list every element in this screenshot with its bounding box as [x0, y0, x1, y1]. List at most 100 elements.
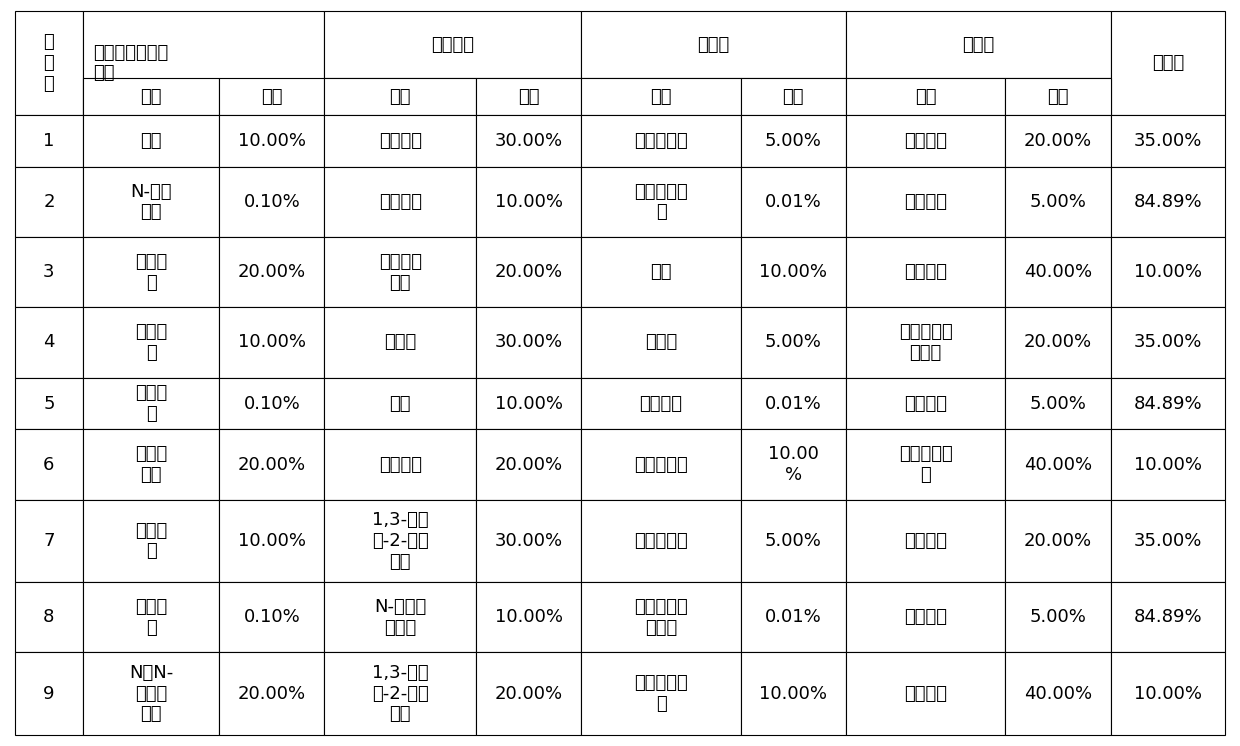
- Bar: [740, 167, 846, 237]
- Bar: [325, 237, 476, 307]
- Bar: [846, 307, 1006, 377]
- Bar: [740, 78, 846, 115]
- Bar: [325, 377, 476, 430]
- Bar: [83, 652, 219, 735]
- Text: 二甘醇胺: 二甘醇胺: [904, 193, 947, 211]
- Bar: [1006, 237, 1111, 307]
- Text: 20.00%: 20.00%: [495, 263, 563, 281]
- Text: 丙二醇: 丙二醇: [384, 333, 417, 351]
- Bar: [219, 237, 325, 307]
- Bar: [325, 78, 476, 115]
- Bar: [582, 78, 740, 115]
- Bar: [476, 237, 582, 307]
- Text: 0.01%: 0.01%: [765, 608, 822, 626]
- Bar: [325, 307, 476, 377]
- Bar: [1006, 307, 1111, 377]
- Text: 二苯基卡巴
腙: 二苯基卡巴 腙: [634, 674, 688, 713]
- Text: 水含量: 水含量: [1152, 54, 1184, 72]
- Bar: [582, 115, 740, 167]
- Text: 异丙醇胺: 异丙醇胺: [904, 263, 947, 281]
- Text: 20.00%: 20.00%: [495, 456, 563, 474]
- Text: 84.89%: 84.89%: [1133, 395, 1202, 413]
- Text: 20.00%: 20.00%: [238, 685, 306, 703]
- Bar: [1006, 652, 1111, 735]
- Bar: [476, 78, 582, 115]
- Bar: [15, 430, 83, 500]
- Bar: [582, 167, 740, 237]
- Bar: [15, 237, 83, 307]
- Bar: [219, 307, 325, 377]
- Text: 20.00%: 20.00%: [1024, 132, 1092, 150]
- Text: 含量: 含量: [782, 88, 804, 106]
- Text: 单乙醇胺: 单乙醇胺: [904, 132, 947, 150]
- Text: 20.00%: 20.00%: [238, 263, 306, 281]
- Bar: [219, 652, 325, 735]
- Bar: [476, 652, 582, 735]
- Text: 10.00%: 10.00%: [759, 685, 827, 703]
- Bar: [476, 430, 582, 500]
- Text: 组分: 组分: [140, 88, 162, 106]
- Bar: [582, 582, 740, 652]
- Text: 二苯甲酮腙: 二苯甲酮腙: [634, 532, 688, 550]
- Text: 氨基磺酸: 氨基磺酸: [640, 395, 682, 413]
- Bar: [219, 430, 325, 500]
- Text: 乙酸乙酯: 乙酸乙酯: [378, 456, 422, 474]
- Bar: [219, 167, 325, 237]
- Text: 0.10%: 0.10%: [243, 395, 300, 413]
- Text: 5.00%: 5.00%: [765, 132, 822, 150]
- Text: 二甲基乙
酰胺: 二甲基乙 酰胺: [378, 253, 422, 292]
- Text: 硫酸羟
胺: 硫酸羟 胺: [135, 253, 167, 292]
- Text: 35.00%: 35.00%: [1133, 333, 1202, 351]
- Bar: [325, 11, 582, 78]
- Text: 3: 3: [43, 263, 55, 281]
- Bar: [15, 115, 83, 167]
- Bar: [582, 11, 846, 78]
- Text: 10.00%: 10.00%: [495, 193, 563, 211]
- Bar: [1111, 237, 1225, 307]
- Bar: [1111, 307, 1225, 377]
- Text: 组分: 组分: [915, 88, 936, 106]
- Bar: [846, 582, 1006, 652]
- Bar: [83, 500, 219, 582]
- Text: 8: 8: [43, 608, 55, 626]
- Text: 20.00%: 20.00%: [1024, 333, 1092, 351]
- Bar: [846, 500, 1006, 582]
- Bar: [582, 307, 740, 377]
- Text: 7: 7: [43, 532, 55, 550]
- Text: 84.89%: 84.89%: [1133, 608, 1202, 626]
- Bar: [476, 307, 582, 377]
- Text: 30.00%: 30.00%: [495, 532, 563, 550]
- Text: 5: 5: [43, 395, 55, 413]
- Bar: [846, 377, 1006, 430]
- Text: 1,3-二甲
基-2-咪唑
咪酮: 1,3-二甲 基-2-咪唑 咪酮: [372, 664, 429, 724]
- Text: 2: 2: [43, 193, 55, 211]
- Text: 35.00%: 35.00%: [1133, 532, 1202, 550]
- Bar: [83, 237, 219, 307]
- Bar: [1111, 115, 1225, 167]
- Text: 20.00%: 20.00%: [1024, 532, 1092, 550]
- Bar: [582, 430, 740, 500]
- Bar: [846, 78, 1006, 115]
- Bar: [582, 652, 740, 735]
- Bar: [582, 377, 740, 430]
- Bar: [846, 430, 1006, 500]
- Text: 5.00%: 5.00%: [1029, 608, 1086, 626]
- Bar: [83, 167, 219, 237]
- Text: 35.00%: 35.00%: [1133, 132, 1202, 150]
- Text: 异丙醇胺: 异丙醇胺: [904, 685, 947, 703]
- Text: 含量: 含量: [518, 88, 539, 106]
- Bar: [83, 430, 219, 500]
- Bar: [15, 377, 83, 430]
- Text: 1,3-二甲
基-2-咪唑
烷酮: 1,3-二甲 基-2-咪唑 烷酮: [372, 511, 429, 571]
- Bar: [15, 11, 83, 115]
- Text: 10.00%: 10.00%: [238, 333, 306, 351]
- Text: 5.00%: 5.00%: [1029, 193, 1086, 211]
- Text: 五甲基二乙
烯三胺: 五甲基二乙 烯三胺: [899, 323, 952, 362]
- Text: 40.00%: 40.00%: [1024, 685, 1092, 703]
- Bar: [1006, 500, 1111, 582]
- Bar: [83, 11, 325, 115]
- Text: 硝酸羟
胺: 硝酸羟 胺: [135, 521, 167, 560]
- Text: 羟胺类化合物或
其盐: 羟胺类化合物或 其盐: [93, 44, 169, 83]
- Text: 0.10%: 0.10%: [243, 193, 300, 211]
- Bar: [740, 307, 846, 377]
